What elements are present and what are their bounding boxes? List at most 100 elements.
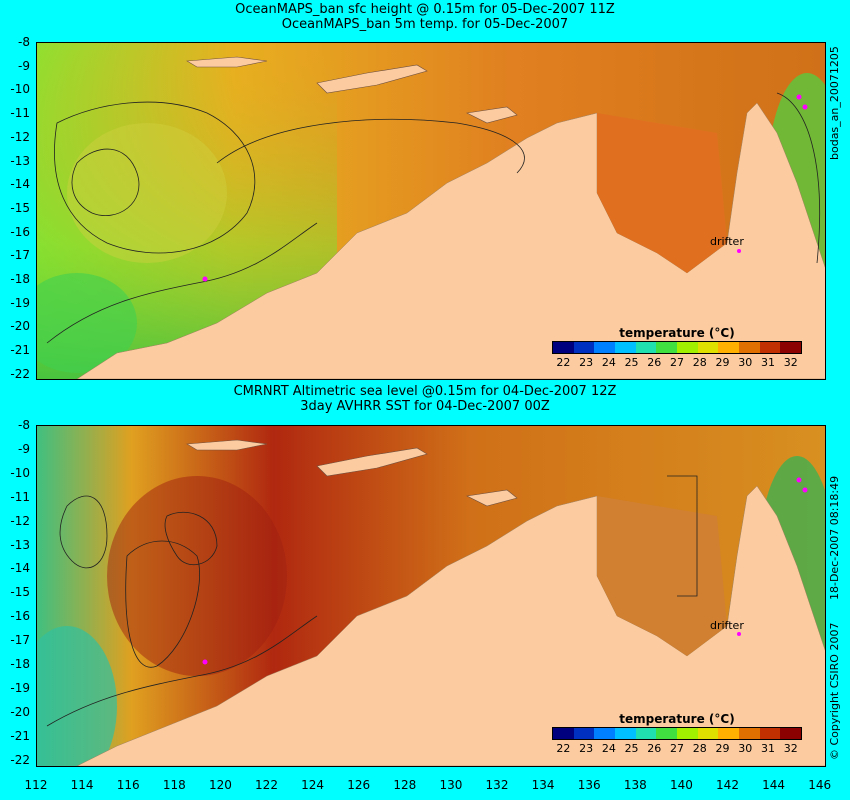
temperature-legend-bottom: temperature (°C) 22 23 24 25 26 27 28 29 30 31 32	[552, 712, 802, 755]
legend-swatch	[573, 342, 595, 353]
x-tick-label: 144	[762, 778, 786, 792]
legend-title: temperature (°C)	[619, 712, 735, 726]
legend-tick-label: 31	[760, 742, 775, 755]
legend-swatch	[594, 728, 616, 739]
side-text-top: bodas_an_20071205	[828, 46, 841, 160]
temperature-legend-top: temperature (°C) 22 23 24 25 26 27 28 29 30 31 32	[552, 326, 802, 369]
legend-tick-label: 22	[556, 742, 571, 755]
y-tick-label: -20	[10, 319, 30, 334]
legend-tick-label: 28	[692, 742, 707, 755]
y-tick-label: -16	[10, 609, 30, 624]
x-tick-label: 118	[162, 778, 186, 792]
legend-tick-label: 25	[624, 742, 639, 755]
legend-tick-label: 26	[647, 356, 662, 369]
y-tick-label: -19	[10, 295, 30, 310]
legend-tick-label: 31	[760, 356, 775, 369]
drifter-label-top: drifter	[710, 235, 744, 248]
legend-swatch	[697, 342, 719, 353]
legend-color-bar	[552, 727, 802, 740]
legend-tick-label: 29	[715, 742, 730, 755]
legend-swatch	[677, 342, 698, 353]
y-tick-label: -8	[18, 35, 30, 49]
y-tick-label: -17	[10, 248, 30, 263]
x-tick-label: 112	[24, 778, 48, 792]
y-tick-label: -14	[10, 561, 30, 576]
legend-tick-label: 27	[670, 356, 685, 369]
legend-title: temperature (°C)	[619, 326, 735, 340]
y-tick-label: -12	[10, 129, 30, 144]
legend-swatch	[635, 728, 657, 739]
legend-swatch	[656, 728, 678, 739]
legend-swatch	[759, 342, 781, 353]
legend-tick-label: 30	[738, 356, 753, 369]
y-tick-label: -11	[10, 106, 30, 121]
top-title-line-1: OceanMAPS_ban sfc height @ 0.15m for 05-…	[235, 2, 615, 17]
y-tick-label: -14	[10, 177, 30, 192]
legend-swatch	[553, 728, 574, 739]
bottom-title-line-1: CMRNRT Altimetric sea level @0.15m for 0…	[233, 384, 617, 399]
legend-tick-label: 32	[783, 742, 798, 755]
legend-swatch	[780, 728, 802, 739]
x-tick-label: 142	[716, 778, 739, 792]
legend-swatch	[739, 728, 760, 739]
y-tick-label: -18	[10, 272, 30, 286]
x-tick-label: 116	[116, 778, 140, 792]
x-tick-label: 138	[623, 778, 647, 792]
x-tick-label: 132	[485, 778, 509, 792]
y-tick-label: -18	[10, 657, 30, 671]
x-tick-label: 128	[393, 778, 417, 792]
side-text-datetime: 18-Dec-2007 08:18:49	[828, 475, 841, 600]
x-tick-label: 140	[669, 778, 693, 792]
legend-swatch	[697, 728, 719, 739]
legend-tick-label: 30	[738, 742, 753, 755]
drifter-marker	[202, 276, 208, 282]
legend-swatch	[615, 342, 636, 353]
legend-swatch	[780, 342, 802, 353]
legend-color-bar	[552, 341, 802, 354]
x-tick-label: 130	[439, 778, 463, 792]
y-tick-label: -21	[10, 343, 30, 358]
legend-tick-label: 23	[579, 742, 594, 755]
legend-swatch	[553, 342, 574, 353]
y-tick-label: -10	[10, 465, 30, 480]
legend-tick-label: 28	[692, 356, 707, 369]
legend-tick-label: 25	[624, 356, 639, 369]
legend-swatch	[656, 342, 678, 353]
legend-tick-label: 24	[601, 356, 616, 369]
legend-tick-label: 24	[601, 742, 616, 755]
y-tick-label: -15	[10, 200, 30, 215]
legend-swatch	[594, 342, 616, 353]
legend-swatch	[615, 728, 636, 739]
x-tick-label: 114	[70, 778, 94, 792]
legend-ticks: 22 23 24 25 26 27 28 29 30 31 32	[552, 356, 802, 369]
timor-island	[316, 64, 428, 94]
y-tick-label: -15	[10, 585, 30, 600]
x-tick-label: 122	[255, 778, 278, 792]
y-tick-label: -13	[10, 537, 30, 552]
legend-swatch	[759, 728, 781, 739]
legend-tick-label: 29	[715, 356, 730, 369]
y-tick-label: -8	[18, 418, 30, 432]
y-tick-label: -16	[10, 224, 30, 239]
x-tick-label: 136	[577, 778, 601, 792]
x-tick-label: 126	[347, 778, 371, 792]
legend-tick-label: 26	[647, 742, 662, 755]
legend-tick-label: 23	[579, 356, 594, 369]
x-tick-label: 134	[531, 778, 555, 792]
x-tick-label: 120	[208, 778, 232, 792]
x-tick-label: 146	[808, 778, 832, 792]
drifter-label-bottom: drifter	[710, 619, 744, 632]
legend-swatch	[635, 342, 657, 353]
top-title-line-2: OceanMAPS_ban 5m temp. for 05-Dec-2007	[281, 17, 569, 32]
y-tick-label: -22	[10, 752, 30, 767]
y-tick-label: -21	[10, 728, 30, 743]
legend-tick-label: 22	[556, 356, 571, 369]
legend-swatch	[677, 728, 698, 739]
legend-swatch	[739, 342, 760, 353]
y-tick-label: -22	[10, 366, 30, 381]
legend-tick-label: 27	[670, 742, 685, 755]
side-text-copyright: © Copyright CSIRO 2007	[828, 622, 841, 760]
y-tick-label: -19	[10, 680, 30, 695]
top-map-panel	[36, 42, 826, 380]
legend-swatch	[718, 728, 740, 739]
